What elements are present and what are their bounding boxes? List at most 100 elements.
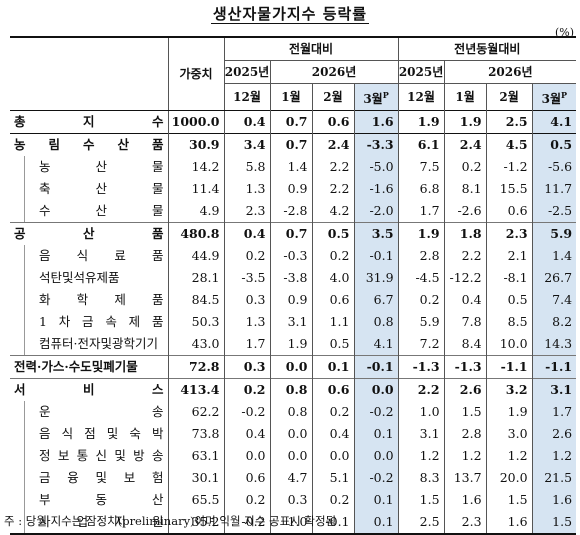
weight-cell: 35.2 [167, 511, 224, 535]
yoy-cell: 6.8 [397, 178, 445, 200]
yoy-cell: 1.6 [531, 489, 577, 511]
mom-cell: 0.7 [269, 222, 312, 245]
mom-cell: 1.9 [269, 333, 312, 356]
yoy-cell: 10.0 [485, 333, 533, 356]
yoy-cell: 3.2 [485, 378, 533, 401]
yoy-cell: 1.9 [443, 110, 487, 134]
mom-cell: 0.0 [223, 445, 270, 467]
indent-rule [24, 445, 35, 467]
table-row: 석탄및석유제품 28.1 -3.5 -3.8 4.0 31.9 -4.5 -12.2 -8.1 2… [10, 267, 577, 289]
yoy-cell: 8.5 [485, 311, 533, 333]
mom-cell: 0.0 [269, 355, 312, 379]
weight-header: 가중치 [167, 37, 224, 111]
mom-cell: 6.7 [353, 289, 399, 311]
yoy-cell: 1.5 [443, 401, 487, 423]
mom-cell: 0.1 [353, 423, 399, 445]
yoy-cell: 1.9 [485, 401, 533, 423]
mom-cell: 0.0 [353, 445, 399, 467]
row-label-text: 총 지 수 [14, 114, 164, 129]
yoy-cell: 4.1 [531, 110, 577, 134]
row-label-text: 사 업 지 원 [39, 514, 164, 529]
mom-cell: -2.0 [353, 200, 399, 223]
yoy-cell: 2.4 [443, 133, 487, 156]
yoy-cell: 1.5 [485, 489, 533, 511]
weight-cell: 65.5 [167, 489, 224, 511]
mom-cell: -0.2 [223, 401, 270, 423]
yoy-cell: 1.2 [397, 445, 445, 467]
mom-cell: -0.2 [353, 467, 399, 489]
yoy-cell: 2.2 [443, 245, 487, 267]
mom-group-header: 전월대비 [223, 37, 399, 61]
mom-cell: 2.3 [223, 200, 270, 223]
yoy-cell: -1.1 [531, 355, 577, 379]
table-row: 서 비 스 413.4 0.2 0.8 0.6 0.0 2.2 2.6 3.2 3.1 [10, 378, 577, 401]
mom-cell: 2.2 [311, 178, 354, 200]
yoy-cell: 0.4 [443, 289, 487, 311]
table-row: 공 산 품 480.8 0.4 0.7 0.5 3.5 1.9 1.8 2.3 5.9 [10, 222, 577, 245]
mom-cell: 0.6 [223, 467, 270, 489]
yoy-cell: 2.6 [443, 378, 487, 401]
yoy-cell: 0.5 [485, 289, 533, 311]
row-label-text: 축 산 물 [39, 181, 164, 196]
mom-cell: 0.8 [353, 311, 399, 333]
weight-cell: 62.2 [167, 401, 224, 423]
mom-cell: 0.2 [223, 489, 270, 511]
weight-cell: 28.1 [167, 267, 224, 289]
mom-cell: 0.2 [223, 245, 270, 267]
yoy-cell: 0.2 [443, 156, 487, 178]
weight-cell: 11.4 [167, 178, 224, 200]
table-row: 사 업 지 원 35.2 -0.2 1.0 -0.1 0.1 2.5 2.3 1.6 1.5 [10, 511, 577, 535]
yoy-year-2026: 2026년 [443, 60, 577, 84]
yoy-cell: 2.5 [485, 110, 533, 134]
yoy-cell: 1.7 [531, 401, 577, 423]
yoy-cell: -1.3 [443, 355, 487, 379]
indent-rule [24, 489, 35, 511]
table-row: 수 산 물 4.9 2.3 -2.8 4.2 -2.0 1.7 -2.6 0.6 -2.5 [10, 200, 577, 223]
mom-cell: 3.5 [353, 222, 399, 245]
row-label-text: 공 산 품 [14, 226, 164, 241]
yoy-cell: 8.1 [443, 178, 487, 200]
yoy-cell: -5.6 [531, 156, 577, 178]
indent-rule [24, 467, 35, 489]
mom-cell: -3.3 [353, 133, 399, 156]
yoy-cell: -1.3 [397, 355, 445, 379]
yoy-cell: -8.1 [485, 267, 533, 289]
indent-rule [24, 267, 35, 289]
row-label: 전력·가스·수도및폐기물 [10, 356, 168, 379]
mom-cell: 5.1 [311, 467, 354, 489]
table-row: 농 산 물 14.2 5.8 1.4 2.2 -5.0 7.5 0.2 -1.2 -5.6 [10, 156, 577, 178]
mom-cell: 0.0 [311, 445, 354, 467]
mom-cell: -5.0 [353, 156, 399, 178]
row-label-text: 운 송 [39, 404, 164, 419]
mom-cell: 0.8 [269, 401, 312, 423]
yoy-cell: 26.7 [531, 267, 577, 289]
row-label: 석탄및석유제품 [10, 267, 168, 289]
yoy-cell: 2.3 [443, 511, 487, 535]
mom-cell: 5.8 [223, 156, 270, 178]
mom-cell: 4.7 [269, 467, 312, 489]
weight-cell: 50.3 [167, 311, 224, 333]
weight-cell: 1000.0 [167, 110, 224, 134]
row-label: 음 식 점 및 숙 박 [10, 423, 168, 445]
row-label: 1 차 금 속 제 품 [10, 311, 168, 333]
mom-cell: -0.1 [353, 355, 399, 379]
yoy-cell: 3.1 [531, 378, 577, 401]
weight-cell: 72.8 [167, 355, 224, 379]
row-label-text: 농 산 물 [39, 159, 164, 174]
mom-m3: 3월P [353, 83, 399, 111]
mom-cell: 4.1 [353, 333, 399, 356]
yoy-cell: 2.5 [397, 511, 445, 535]
row-label: 사 업 지 원 [10, 511, 168, 535]
yoy-cell: 0.5 [531, 133, 577, 156]
row-label: 축 산 물 [10, 178, 168, 200]
table-title: 생산자물가지수 등락률 [210, 5, 370, 24]
yoy-cell: 1.2 [443, 445, 487, 467]
yoy-cell: 1.2 [531, 445, 577, 467]
weight-cell: 44.9 [167, 245, 224, 267]
yoy-m3: 3월P [531, 83, 577, 111]
mom-cell: 0.8 [269, 378, 312, 401]
yoy-m1: 1월 [443, 83, 487, 111]
row-label-text: 전력·가스·수도및폐기물 [14, 359, 138, 374]
indent-rule [24, 511, 35, 533]
mom-cell: 0.4 [223, 222, 270, 245]
